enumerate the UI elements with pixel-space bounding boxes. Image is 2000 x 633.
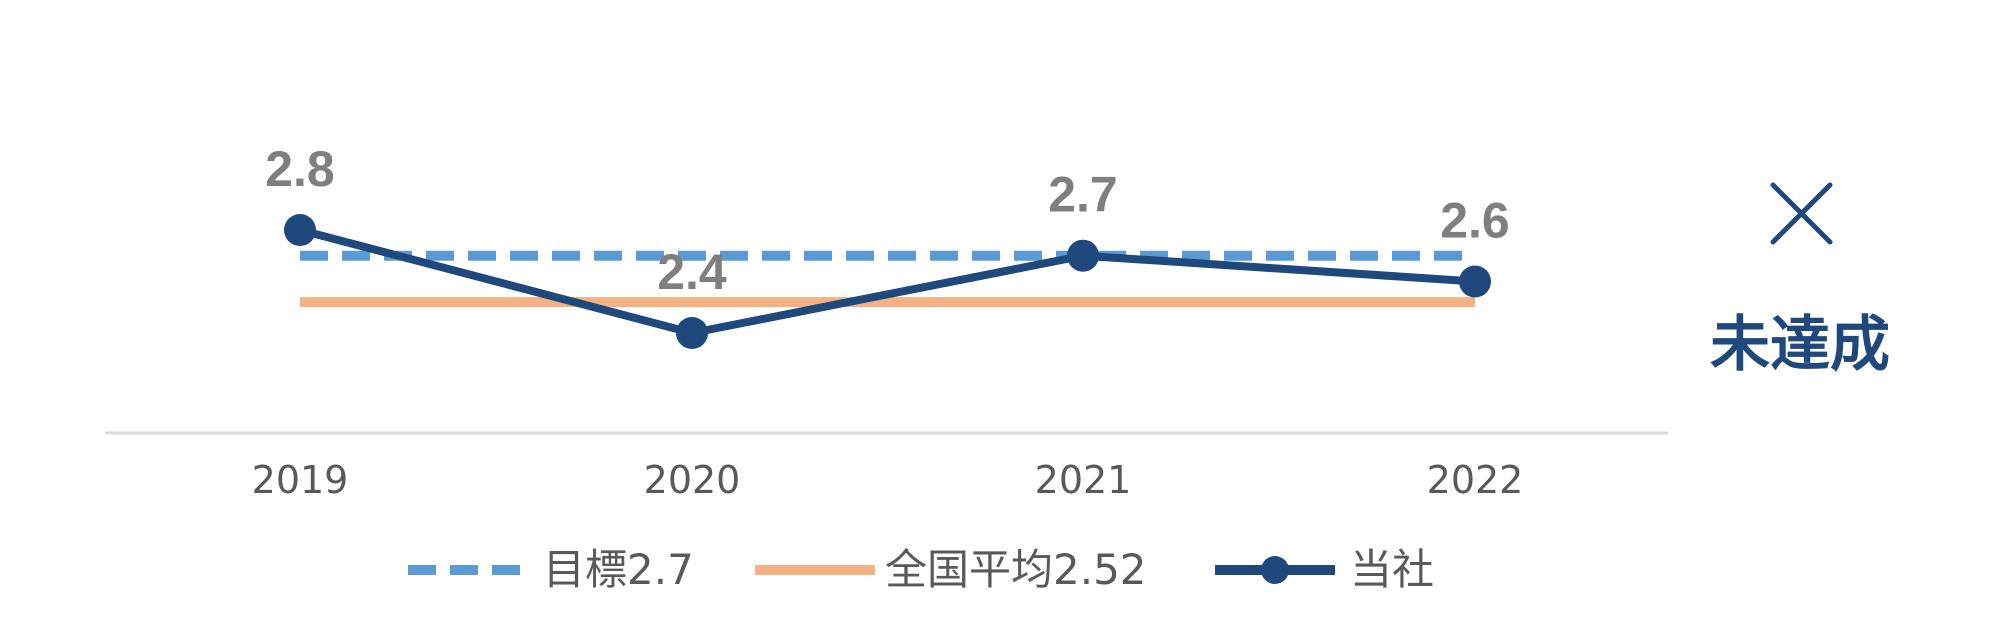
- series-line-company: [298, 226, 1476, 337]
- status-label: 未達成: [1710, 310, 1890, 380]
- series-layer: [284, 214, 1491, 349]
- legend-label-target: 目標2.7: [543, 545, 694, 594]
- status-indicator: 未達成: [1710, 182, 1890, 380]
- data-label-2022: 2.6: [1440, 193, 1510, 249]
- x-tick-label-2019: 2019: [252, 458, 349, 502]
- x-tick-label-2020: 2020: [644, 458, 741, 502]
- cross-icon: [1770, 182, 1833, 245]
- data-point-company-2021: [1067, 239, 1099, 272]
- x-tick-label-2022: 2022: [1427, 458, 1524, 502]
- legend-marker-company: [1261, 556, 1289, 584]
- data-point-company-2020: [676, 317, 708, 349]
- x-tick-layer: 2019 2020 2021 2022: [252, 458, 1524, 502]
- data-label-layer: 2.8 2.4 2.7 2.6: [265, 141, 1510, 300]
- data-point-company-2019: [284, 214, 316, 246]
- data-point-company-2022: [1459, 265, 1491, 298]
- data-label-2020: 2.4: [657, 244, 727, 300]
- legend-label-national-average: 全国平均2.52: [885, 545, 1147, 594]
- legend-label-company: 当社: [1350, 545, 1434, 594]
- legend: 目標2.7 全国平均2.52 当社: [408, 545, 1434, 594]
- x-tick-label-2021: 2021: [1035, 458, 1132, 502]
- data-label-2021: 2.7: [1048, 167, 1118, 223]
- data-label-2019: 2.8: [265, 141, 335, 197]
